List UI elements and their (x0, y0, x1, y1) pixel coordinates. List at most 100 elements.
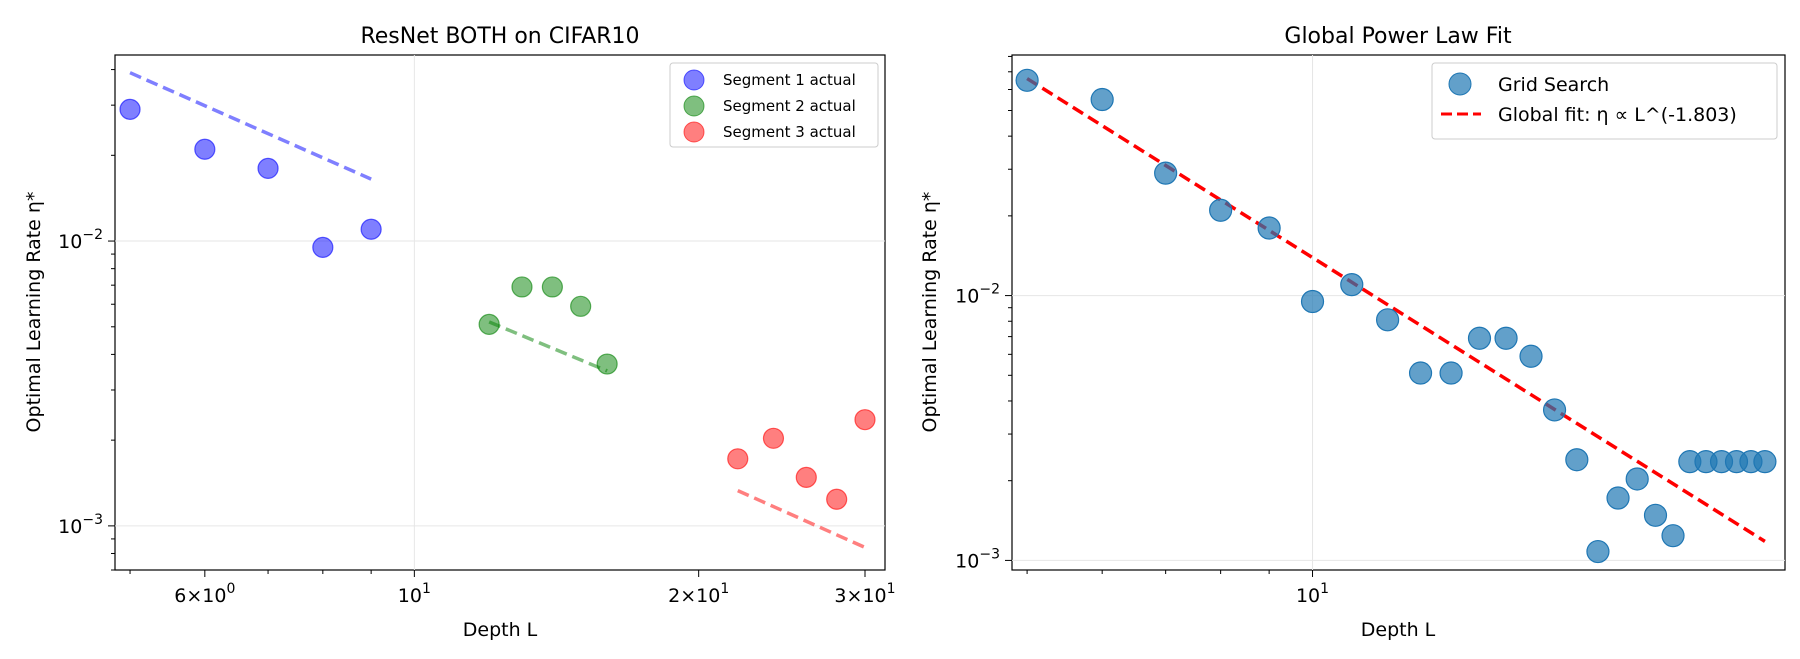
x-tick-label: 2×101 (668, 581, 729, 607)
grid-search-point (1257, 216, 1281, 240)
segment-1-point (312, 236, 334, 258)
legend-marker-segment-1 (683, 69, 705, 91)
segment-3-point (762, 427, 785, 449)
x-tick-label: 101 (398, 581, 431, 607)
segment-2-fit-line (488, 320, 608, 373)
grid-search-point (1408, 361, 1433, 385)
grid-search-point (1340, 273, 1364, 297)
right-plot-frame (1011, 54, 1786, 571)
left-chart-title: ResNet BOTH on CIFAR10 (360, 24, 639, 49)
left-legend: Segment 1 actual Segment 2 actual Segmen… (669, 62, 879, 148)
grid-search-point (1090, 87, 1114, 112)
right-legend: Grid Search Global fit: η ∝ L^(-1.803) (1431, 62, 1778, 140)
y-tick-base: 10 (58, 231, 82, 253)
segment-2-point (511, 276, 533, 298)
segment-3-fit-line (737, 489, 866, 550)
x-tick-label: 3×101 (834, 581, 895, 607)
y-tick-base: 10 (58, 516, 82, 538)
legend-marker-grid-search (1448, 72, 1472, 96)
grid-search-point (1586, 539, 1610, 564)
right-fit-lines (1026, 77, 1766, 543)
left-fit-lines (129, 71, 866, 550)
left-x-axis-label: Depth L (463, 619, 538, 641)
x-tick-times: × (186, 585, 202, 607)
x-tick-base: 10 (398, 585, 422, 607)
x-tick-label: 101 (1296, 581, 1329, 607)
right-data-points (1015, 68, 1777, 564)
left-gridlines (115, 55, 885, 570)
x-tick-base: 10 (1296, 585, 1320, 607)
grid-search-point (1519, 344, 1543, 368)
segment-1-point (257, 157, 279, 179)
y-tick-label: 10−2 (58, 227, 103, 253)
y-tick-label: 10−3 (58, 512, 103, 538)
y-tick-exponent: −3 (979, 546, 1000, 562)
legend-label-segment-3: Segment 3 actual (723, 123, 856, 141)
segment-1-point (360, 218, 382, 240)
grid-search-point (1300, 289, 1325, 314)
segment-3-point (854, 409, 876, 431)
x-tick-exponent: 1 (720, 581, 729, 597)
y-tick-exponent: −2 (82, 227, 103, 243)
grid-search-point (1467, 326, 1492, 350)
legend-label-grid-search: Grid Search (1498, 74, 1609, 96)
segment-2-point (541, 276, 563, 298)
segment-1-fit-line (129, 71, 372, 181)
grid-search-point (1661, 524, 1685, 548)
grid-search-point (1565, 448, 1589, 472)
grid-search-point (1643, 503, 1668, 527)
grid-search-point (1209, 198, 1233, 222)
grid-search-point (1542, 398, 1567, 422)
y-tick-label: 10−2 (955, 282, 1000, 308)
x-tick-base: 10 (862, 585, 886, 607)
x-tick-mantissa: 3 (834, 585, 846, 607)
x-tick-exponent: 1 (422, 581, 431, 597)
right-x-axis-label: Depth L (1361, 619, 1436, 641)
y-tick-base: 10 (955, 286, 979, 308)
segment-3-point (727, 448, 749, 470)
x-tick-base: 10 (696, 585, 720, 607)
x-tick-exponent: 0 (226, 581, 235, 597)
grid-search-point (1625, 467, 1649, 491)
y-tick-base: 10 (955, 550, 979, 572)
x-tick-base: 10 (202, 585, 226, 607)
left-data-points (119, 98, 876, 510)
grid-search-point (1753, 450, 1777, 474)
legend-label-segment-2: Segment 2 actual (723, 97, 856, 115)
segment-2-point (596, 353, 618, 375)
left-plot-frame (114, 54, 886, 571)
legend-marker-segment-2 (683, 95, 705, 117)
legend-label-global-fit: Global fit: η ∝ L^(-1.803) (1498, 104, 1737, 126)
segment-1-point (194, 138, 216, 160)
legend-marker-segment-3 (683, 121, 705, 143)
segment-2-point (478, 313, 500, 335)
right-legend-box (1431, 62, 1778, 140)
x-tick-times: × (680, 585, 696, 607)
grid-search-point (1154, 161, 1178, 185)
x-tick-exponent: 1 (1320, 581, 1329, 597)
grid-search-point (1494, 326, 1518, 350)
segment-1-point (119, 98, 141, 120)
grid-search-point (1375, 308, 1400, 332)
segment-2-point (570, 295, 592, 317)
segment-3-point (795, 466, 817, 488)
y-tick-label: 10−3 (955, 546, 1000, 572)
x-tick-label: 6×100 (174, 581, 235, 607)
x-tick-times: × (847, 585, 863, 607)
x-tick-mantissa: 2 (668, 585, 680, 607)
y-tick-exponent: −3 (82, 512, 103, 528)
right-y-axis-label: Optimal Learning Rate η* (919, 192, 941, 433)
right-chart-title: Global Power Law Fit (1284, 24, 1512, 49)
left-y-axis-label: Optimal Learning Rate η* (23, 192, 45, 433)
x-tick-mantissa: 6 (174, 585, 186, 607)
grid-search-point (1606, 486, 1630, 510)
left-legend-box (669, 62, 879, 148)
segment-3-point (826, 488, 848, 510)
x-tick-exponent: 1 (887, 581, 896, 597)
global-fit-line (1026, 77, 1766, 543)
grid-search-point (1015, 68, 1039, 92)
